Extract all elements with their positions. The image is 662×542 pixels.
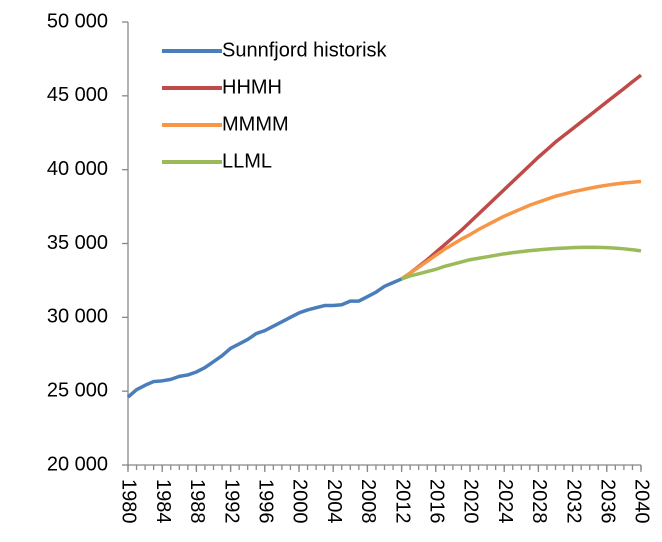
series-line — [401, 245, 642, 281]
y-tick-label: 25 000 — [47, 379, 108, 401]
x-tick-label: 2020 — [460, 479, 482, 524]
series-line — [126, 277, 403, 399]
x-tick-label: 2008 — [357, 479, 379, 524]
x-tick-label: 1996 — [255, 479, 277, 524]
x-tick-label: 2036 — [597, 479, 619, 524]
x-tick-label: 1992 — [220, 479, 242, 524]
legend-label: LLML — [222, 150, 272, 172]
x-tick-label: 2000 — [289, 479, 311, 524]
y-tick-label: 40 000 — [47, 158, 108, 180]
legend-label: HHMH — [222, 76, 282, 98]
series-line — [400, 73, 643, 281]
x-tick-label: 1980 — [118, 479, 140, 524]
y-tick-label: 35 000 — [47, 232, 108, 254]
x-tick-label: 1988 — [186, 479, 208, 524]
y-tick-label: 50 000 — [47, 10, 108, 32]
y-tick-label: 20 000 — [47, 453, 108, 475]
x-tick-label: 2004 — [323, 479, 345, 524]
x-tick-label: 2016 — [426, 479, 448, 524]
x-tick-label: 1984 — [152, 479, 174, 524]
x-tick-label: 2032 — [562, 479, 584, 524]
x-tick-label: 2012 — [391, 479, 413, 524]
legend-label: Sunnfjord historisk — [222, 39, 388, 61]
y-tick-label: 30 000 — [47, 306, 108, 328]
x-tick-label: 2024 — [494, 479, 516, 524]
x-tick-label: 2028 — [528, 479, 550, 524]
legend-label: MMMM — [222, 113, 289, 135]
x-tick-label: 2040 — [631, 479, 653, 524]
series-line — [400, 179, 642, 281]
y-tick-label: 45 000 — [47, 84, 108, 106]
